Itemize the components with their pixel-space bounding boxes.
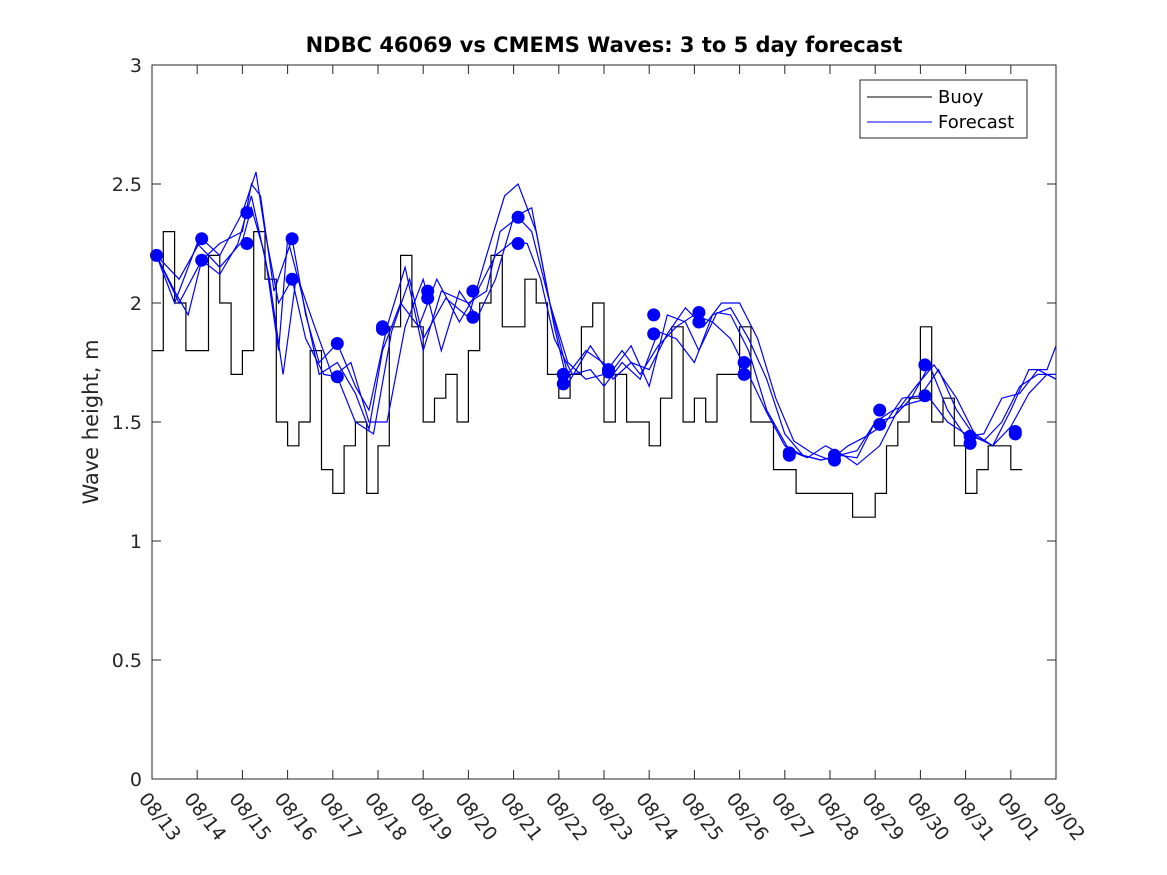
- forecast-marker: [240, 206, 254, 220]
- forecast-marker: [240, 237, 254, 250]
- forecast-marker: [421, 291, 435, 305]
- y-tick-label: 0: [130, 769, 142, 791]
- forecast-marker: [692, 306, 706, 319]
- y-tick-label: 2: [130, 293, 142, 315]
- forecast-marker: [647, 327, 661, 341]
- legend-label-buoy: Buoy: [938, 87, 984, 108]
- forecast-marker: [285, 232, 299, 246]
- forecast-marker: [692, 315, 706, 329]
- legend: Buoy Forecast: [859, 79, 1028, 139]
- forecast-marker: [828, 453, 841, 467]
- legend-box: [859, 79, 1028, 139]
- forecast-marker: [195, 232, 209, 246]
- forecast-marker: [602, 365, 615, 379]
- forecast-marker: [285, 272, 299, 286]
- forecast-line-2: [156, 171, 1057, 461]
- forecast-marker: [873, 403, 887, 417]
- y-tick-label: 0.5: [112, 650, 142, 672]
- forecast-marker: [511, 237, 525, 250]
- y-axis-label: Wave height, m: [79, 339, 103, 504]
- legend-label-forecast: Forecast: [938, 112, 1014, 133]
- forecast-marker: [195, 253, 209, 267]
- y-tick-label: 3: [130, 55, 142, 77]
- marker-layer: [150, 206, 1022, 467]
- series-layer: [152, 171, 1057, 518]
- forecast-marker: [556, 367, 570, 381]
- forecast-marker: [376, 322, 389, 336]
- forecast-marker: [466, 310, 480, 324]
- y-tick-label: 2.5: [112, 174, 142, 196]
- buoy-line: [152, 231, 1023, 518]
- y-tick-label: 1.5: [112, 412, 142, 434]
- forecast-marker: [918, 389, 932, 403]
- forecast-marker: [511, 210, 525, 224]
- forecast-line-3: [155, 205, 1057, 461]
- forecast-marker: [150, 248, 163, 262]
- forecast-marker: [963, 436, 977, 450]
- forecast-marker: [737, 356, 751, 369]
- chart-title: NDBC 46069 vs CMEMS Waves: 3 to 5 day fo…: [306, 33, 903, 57]
- y-tick-label: 1: [130, 531, 142, 553]
- forecast-marker: [466, 284, 480, 298]
- forecast-marker: [330, 370, 344, 384]
- forecast-marker: [873, 417, 887, 431]
- forecast-marker: [556, 377, 570, 391]
- forecast-marker: [647, 308, 661, 322]
- forecast-marker: [782, 448, 796, 462]
- forecast-marker: [737, 367, 751, 381]
- forecast-marker: [918, 358, 932, 372]
- forecast-marker: [1008, 427, 1022, 441]
- forecast-marker: [330, 337, 344, 350]
